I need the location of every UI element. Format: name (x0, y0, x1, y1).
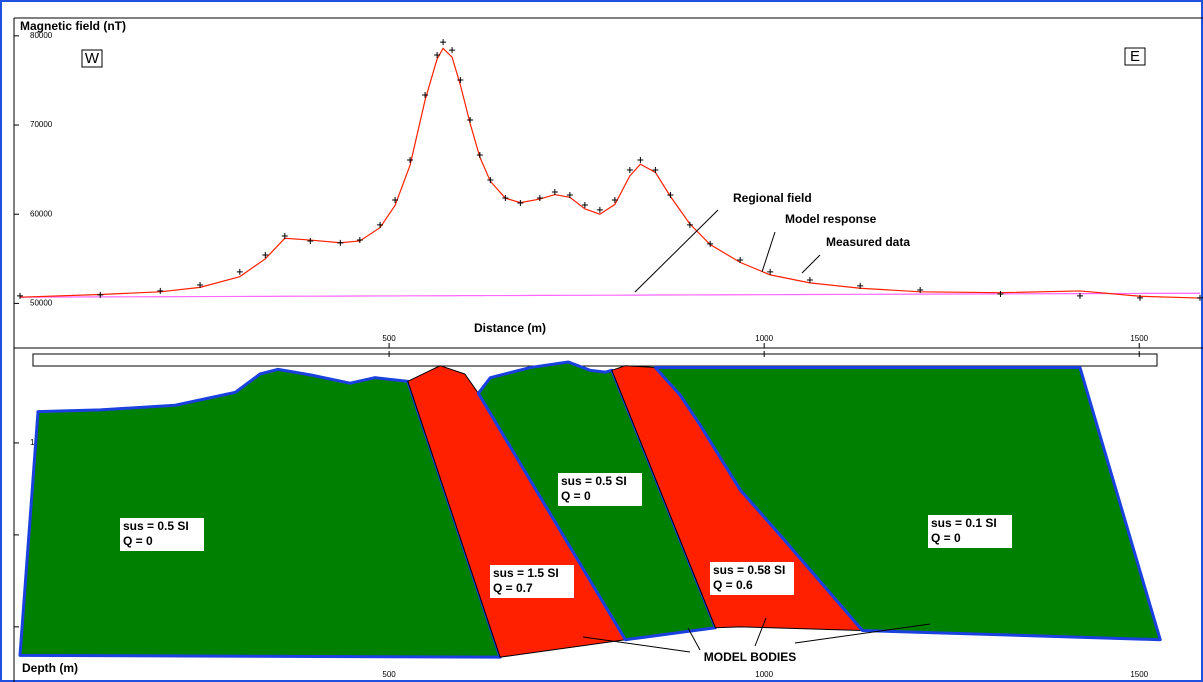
data-point (611, 196, 618, 203)
annotation: Regional field (733, 191, 812, 205)
leader-line (754, 617, 767, 647)
body-label: sus = 1.5 SI (493, 566, 559, 580)
data-point (737, 256, 744, 263)
y-tick-label: 70000 (30, 120, 53, 129)
leader-line (801, 254, 821, 274)
data-point (767, 268, 774, 275)
x-tick-label: 1500 (1130, 334, 1148, 343)
body-label: Q = 0 (561, 489, 591, 503)
label-box (490, 565, 574, 598)
data-point (1076, 292, 1083, 299)
data-point (652, 166, 659, 173)
data-point (197, 281, 204, 288)
body-label: sus = 0.5 SI (561, 474, 627, 488)
label-box (928, 515, 1012, 548)
data-point (857, 282, 864, 289)
y-tick-label: 50000 (30, 299, 53, 308)
data-point (236, 268, 243, 275)
annotation: Model response (785, 212, 877, 226)
body-label: sus = 0.1 SI (931, 516, 997, 530)
east-marker: E (1130, 48, 1140, 65)
data-point (667, 191, 674, 198)
data-point (1197, 294, 1203, 301)
body-label: Q = 0.7 (493, 581, 533, 595)
label-box (710, 562, 794, 595)
body-label: sus = 0.5 SI (123, 519, 189, 533)
series-line (19, 47, 1201, 299)
marker-box (81, 49, 103, 68)
data-point (536, 194, 543, 201)
series-line (19, 292, 1201, 298)
data-point (434, 52, 441, 59)
data-point (1136, 294, 1143, 301)
ruler-bar (32, 353, 1158, 367)
data-point (637, 156, 644, 163)
data-point (917, 286, 924, 293)
data-point (307, 237, 314, 244)
data-point (157, 287, 164, 294)
body-label: sus = 0.58 SI (713, 563, 785, 577)
data-point (449, 47, 456, 54)
label-box (558, 473, 642, 506)
body-label: Q = 0.6 (713, 578, 753, 592)
marker-box (1124, 47, 1146, 66)
body-label: Q = 0 (931, 531, 961, 545)
data-point (467, 116, 474, 123)
data-point (806, 276, 813, 283)
data-point (392, 196, 399, 203)
body-label: Q = 0 (123, 534, 153, 548)
model-body (653, 366, 1162, 642)
data-point (97, 291, 104, 298)
x-tick-label: 1500 (1130, 670, 1148, 679)
leader-line (687, 627, 701, 651)
data-point (581, 201, 588, 208)
data-point (686, 221, 693, 228)
label-box (120, 518, 204, 551)
west-marker: W (85, 50, 100, 67)
data-point (707, 240, 714, 247)
x-axis-title: Distance (m) (474, 321, 546, 335)
x-tick-label: 500 (382, 334, 396, 343)
leader-line (634, 209, 719, 293)
y-tick-label: 80000 (30, 31, 53, 40)
data-point (377, 221, 384, 228)
x-tick-label: 500 (382, 670, 396, 679)
data-point (457, 76, 464, 83)
annotation: Measured data (826, 235, 910, 249)
depth-axis-title: Depth (m) (22, 661, 78, 675)
data-point (566, 191, 573, 198)
leader-line (761, 231, 776, 273)
data-point (487, 176, 494, 183)
data-point (517, 199, 524, 206)
annotations: Regional field Model response Measured d… (634, 191, 910, 293)
data-point (626, 166, 633, 173)
data-point (551, 189, 558, 196)
data-point (476, 151, 483, 158)
y-axis-title: Magnetic field (nT) (20, 19, 126, 33)
data-point (356, 236, 363, 243)
leader-line (794, 623, 931, 644)
y-tick-label: 60000 (30, 209, 53, 218)
data-point (502, 194, 509, 201)
data-point (262, 251, 269, 258)
annotation: MODEL BODIES (704, 650, 796, 664)
data-point (440, 39, 447, 46)
x-tick-label: 1000 (755, 670, 773, 679)
x-tick-label: 1000 (755, 334, 773, 343)
data-point (281, 232, 288, 239)
data-point (17, 292, 24, 299)
data-point (997, 290, 1004, 297)
data-point (337, 239, 344, 246)
data-point (422, 91, 429, 98)
leader-line (582, 636, 691, 653)
data-point (596, 206, 603, 213)
data-point (407, 156, 414, 163)
